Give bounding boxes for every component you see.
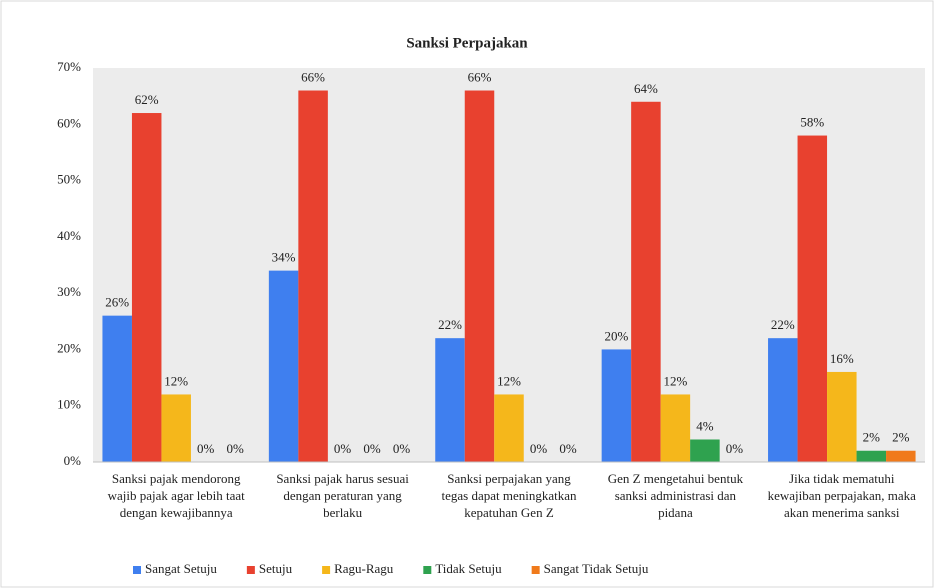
legend-label: Sangat Setuju — [145, 561, 217, 576]
data-label: 2% — [892, 430, 910, 445]
data-label: 0% — [334, 441, 352, 456]
y-tick-label: 40% — [57, 228, 81, 243]
legend-swatch — [531, 566, 540, 574]
bar — [768, 338, 798, 462]
x-tick-label: Gen Z mengetahui bentuk sanksi administr… — [607, 471, 744, 520]
data-label: 66% — [301, 69, 325, 84]
y-tick-label: 30% — [57, 284, 81, 299]
bar — [464, 90, 495, 462]
bar — [435, 338, 465, 462]
y-tick-label: 0% — [64, 453, 82, 468]
bar — [690, 439, 720, 462]
bar — [660, 394, 691, 462]
bar — [268, 270, 299, 462]
data-label: 0% — [363, 441, 381, 456]
bar — [886, 450, 916, 462]
data-label: 20% — [604, 328, 628, 343]
legend-label: Setuju — [259, 561, 293, 576]
x-tick-label: Sanksi pajak mendorong wajib pajak agar … — [107, 471, 245, 520]
data-label: 66% — [468, 69, 492, 84]
bar — [797, 135, 828, 463]
legend-label: Tidak Setuju — [435, 561, 502, 576]
data-label: 26% — [105, 295, 129, 310]
y-tick-label: 10% — [57, 397, 81, 412]
legend-label: Sangat Tidak Setuju — [544, 561, 649, 576]
bar — [298, 90, 328, 462]
legend-swatch — [133, 566, 141, 574]
chart-title: Sanksi Perpajakan — [406, 35, 528, 51]
bar — [131, 113, 162, 463]
y-tick-label: 20% — [57, 340, 81, 355]
data-label: 22% — [438, 317, 462, 332]
data-label: 4% — [696, 418, 714, 433]
x-tick-label: Jika tidak mematuhi kewajiban perpajakan… — [767, 471, 916, 520]
data-label: 0% — [726, 441, 744, 456]
data-label: 0% — [227, 441, 245, 456]
data-label: 22% — [771, 317, 795, 332]
data-label: 12% — [164, 373, 188, 388]
y-tick-label: 50% — [57, 172, 81, 187]
legend-swatch — [423, 566, 432, 574]
bar — [102, 315, 132, 462]
data-label: 64% — [634, 81, 658, 96]
bar — [856, 450, 887, 462]
data-label: 0% — [197, 441, 215, 456]
bar — [161, 394, 191, 462]
legend-swatch — [322, 566, 331, 574]
data-label: 0% — [559, 441, 577, 456]
data-label: 2% — [863, 430, 881, 445]
legend-label: Ragu-Ragu — [334, 561, 394, 576]
bar — [827, 371, 857, 462]
data-label: 12% — [663, 373, 687, 388]
data-label: 62% — [135, 92, 159, 107]
bar — [601, 349, 632, 462]
data-label: 0% — [393, 441, 411, 456]
data-label: 58% — [800, 115, 824, 130]
x-tick-label: Sanksi pajak harus sesuai dengan peratur… — [276, 471, 409, 520]
y-tick-label: 60% — [57, 115, 81, 130]
data-label: 34% — [272, 250, 296, 265]
data-label: 0% — [530, 441, 548, 456]
x-tick-label: Sanksi perpajakan yang tegas dapat menin… — [441, 471, 577, 520]
bar — [494, 394, 524, 462]
y-tick-label: 70% — [57, 59, 81, 74]
bar — [631, 101, 661, 463]
legend-swatch — [246, 566, 255, 574]
data-label: 12% — [497, 373, 521, 388]
data-label: 16% — [830, 351, 854, 366]
